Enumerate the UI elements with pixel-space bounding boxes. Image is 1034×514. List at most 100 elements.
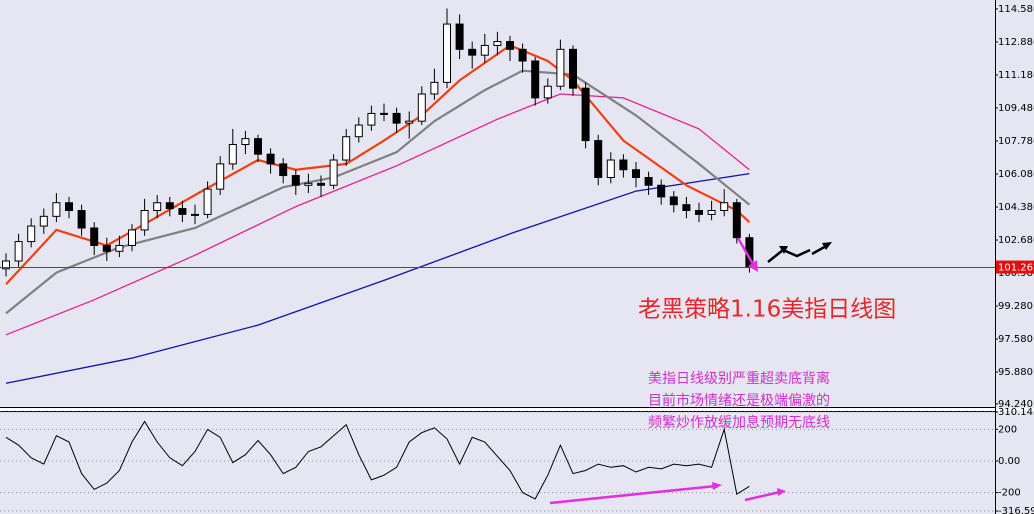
candle-body bbox=[291, 175, 300, 186]
candle-body bbox=[405, 120, 414, 124]
y-tick-label: 97.580 bbox=[998, 334, 1033, 345]
y-tick-label: 310.145 bbox=[998, 407, 1034, 418]
moving-average-line bbox=[5, 172, 750, 384]
candle-body bbox=[518, 48, 527, 62]
arrow-head bbox=[779, 246, 788, 254]
annotation-arrows bbox=[549, 237, 832, 505]
current-price-box bbox=[996, 260, 1034, 274]
moving-average-line bbox=[5, 44, 751, 286]
y-tick-label: 112.880 bbox=[998, 37, 1034, 48]
arrow-head bbox=[712, 482, 722, 490]
candle-body bbox=[455, 23, 464, 50]
divergence-line bbox=[549, 484, 717, 505]
candle-body bbox=[657, 184, 666, 198]
candle-body bbox=[669, 196, 678, 206]
candle-body bbox=[569, 48, 577, 89]
candle-body bbox=[543, 85, 552, 99]
candle-body bbox=[380, 112, 388, 115]
candle-body bbox=[354, 124, 363, 138]
arrow-head bbox=[822, 242, 832, 250]
candle-body bbox=[392, 112, 401, 124]
candle-body bbox=[506, 41, 514, 50]
divergence-line bbox=[744, 490, 781, 502]
candle-body bbox=[52, 202, 61, 217]
candle-body bbox=[531, 60, 540, 99]
y-tick-label: -316.599 bbox=[998, 506, 1034, 514]
candle-body bbox=[14, 241, 23, 262]
candle-body bbox=[178, 208, 187, 215]
candle-body bbox=[594, 140, 603, 178]
candle-body bbox=[27, 225, 36, 243]
arrow-path bbox=[767, 248, 811, 263]
candle-body bbox=[216, 163, 225, 190]
moving-average-line bbox=[5, 93, 750, 336]
candle-body bbox=[695, 210, 703, 215]
candle-body bbox=[732, 202, 741, 239]
candle-body bbox=[77, 210, 86, 229]
panel-separator bbox=[0, 408, 1034, 411]
candle-body bbox=[682, 204, 691, 212]
candle-body bbox=[241, 138, 250, 145]
y-tick-label: 95.880 bbox=[998, 367, 1033, 378]
candle-body bbox=[304, 182, 313, 186]
candle-body bbox=[606, 159, 615, 178]
candle-body bbox=[279, 163, 288, 177]
candle-body bbox=[165, 202, 174, 210]
candle-body bbox=[720, 202, 729, 212]
candle-body bbox=[417, 93, 426, 122]
candle-body bbox=[329, 159, 338, 186]
y-tick-label: 200 bbox=[998, 424, 1017, 435]
candle-body bbox=[153, 202, 162, 212]
y-tick-label: 104.380 bbox=[998, 202, 1034, 213]
candle-body bbox=[228, 143, 237, 165]
candle-body bbox=[480, 44, 489, 56]
candle-body bbox=[443, 23, 451, 83]
candle-body bbox=[203, 188, 212, 215]
candle-body bbox=[191, 213, 199, 216]
y-tick-label: 94.240 bbox=[998, 399, 1033, 410]
note: 目前市场情绪还是极端偏激的 bbox=[648, 392, 830, 409]
y-tick-label: 107.780 bbox=[998, 136, 1034, 147]
candle-body bbox=[39, 215, 48, 227]
candle-body bbox=[632, 169, 640, 178]
candle-body bbox=[102, 244, 111, 252]
candle-body bbox=[468, 48, 477, 56]
candle-body bbox=[254, 138, 262, 155]
candle-body bbox=[140, 210, 149, 231]
y-tick-label: 109.480 bbox=[998, 103, 1034, 114]
y-tick-label: 99.280 bbox=[998, 301, 1033, 312]
candle-body bbox=[581, 87, 590, 142]
y-tick-label: 111.180 bbox=[998, 70, 1034, 81]
candle-body bbox=[317, 182, 325, 186]
oscillator-line bbox=[5, 420, 750, 500]
note: 频繁炒作放缓加息预期无底线 bbox=[648, 414, 830, 431]
candle-body bbox=[430, 81, 439, 95]
chart-title: 老黑策略1.16美指日线图 bbox=[638, 297, 896, 323]
candle-body bbox=[128, 229, 136, 246]
arrow-down bbox=[736, 237, 756, 267]
candle-body bbox=[90, 227, 99, 246]
candle-body bbox=[556, 48, 565, 87]
y-tick-label: 0.00 bbox=[998, 456, 1020, 467]
candle-body bbox=[367, 112, 376, 126]
y-tick-label: -200 bbox=[998, 488, 1021, 499]
y-tick-label: 106.080 bbox=[998, 169, 1034, 180]
note: 美指日线级别严重超卖底背离 bbox=[648, 370, 830, 387]
candle-body bbox=[619, 159, 628, 171]
current-price-label: 101.262 bbox=[998, 263, 1034, 274]
arrow-head bbox=[777, 488, 786, 496]
candle-body bbox=[65, 202, 73, 212]
y-tick-label: 102.680 bbox=[998, 235, 1034, 246]
plot-area: 94.24095.88097.58099.280100.980102.68010… bbox=[0, 4, 1034, 514]
candle-body bbox=[493, 41, 502, 46]
arrow-head bbox=[748, 260, 758, 272]
y-tick-label: 114.580 bbox=[998, 4, 1034, 15]
candle-body bbox=[2, 260, 10, 270]
candle-body bbox=[115, 244, 124, 252]
candle-body bbox=[342, 136, 351, 161]
candle-body bbox=[266, 153, 275, 165]
candle-body bbox=[644, 176, 653, 186]
candle-body bbox=[707, 210, 716, 215]
